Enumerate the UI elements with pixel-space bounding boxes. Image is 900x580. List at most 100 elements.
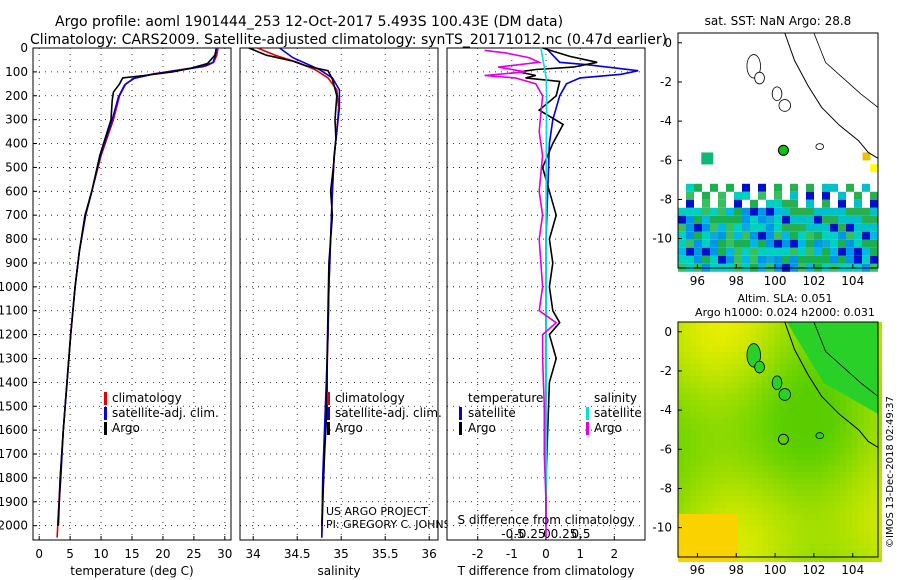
sla-cell (684, 430, 690, 436)
sla-cell (834, 388, 840, 394)
sla-cell (738, 418, 744, 424)
sla-cell (738, 526, 744, 532)
sst-cell (694, 223, 702, 232)
sla-cell (696, 334, 702, 340)
sla-cell (690, 388, 696, 394)
sla-cell (822, 532, 828, 538)
sla-cell (774, 400, 780, 406)
sla-cell (684, 442, 690, 448)
sla-cell (702, 538, 708, 544)
sla-cell (822, 556, 828, 562)
sla-cell (738, 454, 744, 460)
sla-cell (684, 412, 690, 418)
sla-cell (858, 550, 864, 556)
sla-cell (738, 520, 744, 526)
sla-cell (834, 532, 840, 538)
sla-cell (762, 544, 768, 550)
sla-cell (786, 442, 792, 448)
y-tick-label: 300 (5, 113, 28, 127)
sla-cell (870, 508, 876, 514)
sla-cell (744, 346, 750, 352)
sla-cell (696, 496, 702, 502)
sla-cell (804, 418, 810, 424)
legend-title-salinity: salinity (594, 391, 637, 405)
sla-cell (870, 412, 876, 418)
sla-cell (690, 544, 696, 550)
sla-cell (792, 364, 798, 370)
sla-cell (738, 538, 744, 544)
sst-cell (750, 239, 758, 248)
sla-cell (822, 406, 828, 412)
sla-cell (690, 394, 696, 400)
sla-cell (780, 538, 786, 544)
sla-cell (708, 346, 714, 352)
sla-cell (702, 484, 708, 490)
sla-cell (792, 442, 798, 448)
sla-cell (822, 520, 828, 526)
sla-cell (792, 526, 798, 532)
sla-cell (828, 478, 834, 484)
sla-cell (744, 490, 750, 496)
sla-cell (726, 400, 732, 406)
sla-cell (828, 400, 834, 406)
sla-cell (744, 454, 750, 460)
sla-cell (804, 412, 810, 418)
sst-cell (758, 191, 766, 200)
sla-cell (816, 376, 822, 382)
sla-cell (816, 472, 822, 478)
sla-cell (720, 400, 726, 406)
sla-cell (828, 520, 834, 526)
sla-cell (714, 514, 720, 520)
sla-cell (828, 526, 834, 532)
sla-cell (774, 442, 780, 448)
sla-cell (792, 358, 798, 364)
sst-cell (806, 199, 814, 208)
sla-cell (792, 448, 798, 454)
sla-cell (738, 400, 744, 406)
sst-cell (862, 239, 870, 248)
sla-cell (798, 466, 804, 472)
sla-cell (744, 538, 750, 544)
sla-cell (756, 454, 762, 460)
sla-cell (684, 352, 690, 358)
sla-cell (744, 328, 750, 334)
sla-cell (846, 412, 852, 418)
sst-cell (710, 247, 718, 256)
sla-cell (804, 388, 810, 394)
sst-cell (678, 255, 686, 264)
sla-map-title-2: Argo h1000: 0.024 h2000: 0.031 (695, 306, 875, 319)
sst-cell (742, 207, 750, 216)
sla-cell (756, 430, 762, 436)
sla-cell (876, 484, 882, 490)
secondary-tick-label: -0.5 (501, 527, 524, 541)
sla-cell (852, 406, 858, 412)
sla-cell (822, 424, 828, 430)
sla-cell (840, 556, 846, 562)
sla-cell (702, 388, 708, 394)
sla-cell (804, 394, 810, 400)
sla-cell (690, 442, 696, 448)
sla-cell (846, 526, 852, 532)
sla-cell (876, 394, 882, 400)
sla-cell (708, 508, 714, 514)
sla-cell (768, 376, 774, 382)
sla-cell (852, 460, 858, 466)
sla-cell (840, 550, 846, 556)
sla-cell (708, 448, 714, 454)
sla-cell (858, 436, 864, 442)
sla-cell (774, 328, 780, 334)
sla-cell (708, 472, 714, 478)
legend-swatch (459, 422, 462, 435)
sla-cell (864, 508, 870, 514)
sla-cell (690, 412, 696, 418)
sst-cell (718, 191, 726, 200)
sla-cell (810, 448, 816, 454)
sla-cell (714, 466, 720, 472)
sst-cell (758, 223, 766, 232)
sla-cell (840, 484, 846, 490)
sla-cell (876, 376, 882, 382)
sla-cell (684, 388, 690, 394)
sla-cell (768, 322, 774, 328)
sla-cell (726, 502, 732, 508)
sst-cell (726, 255, 734, 264)
